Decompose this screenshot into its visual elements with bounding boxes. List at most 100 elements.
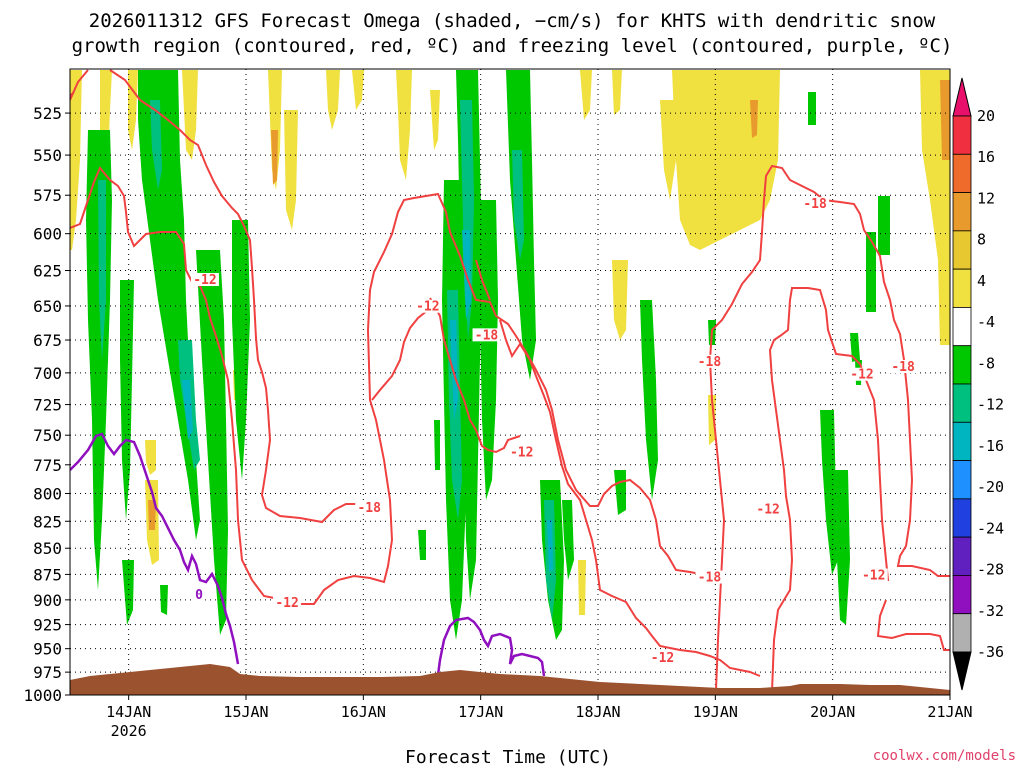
colorbar-label: -24 [977,519,1004,537]
omega-rising-area [122,560,134,625]
contour-label: 0 [195,588,203,603]
contour-labels: -12 -12 -18 -12 -18 -12 -18 -18 -12 -18 -12 -12 -18 -… [190,197,918,666]
colorbar-swatch [952,575,972,615]
contour-label: -18 [698,571,722,586]
omega-sinking-area [580,70,592,120]
omega-sinking-area [271,130,278,185]
omega-rising-area [640,300,658,500]
x-tick-label: 16JAN [341,703,386,721]
omega-rising-area [182,380,193,440]
y-tick-label: 700 [33,364,62,383]
contour-label-bg [801,197,830,211]
credit-link[interactable]: coolwx.com/models [873,748,1016,764]
omega-rising-area [98,180,106,360]
y-tick-label: 975 [33,663,62,682]
colorbar-swatch [952,115,972,155]
contour-label: -12 [862,568,885,583]
colorbar-label: -12 [977,396,1004,414]
y-tick-label: 950 [33,640,62,659]
omega-sinking-area [145,440,156,475]
contour-dendritic-boundary [475,259,761,677]
colorbar-label: -16 [977,437,1004,455]
y-tick-label: 925 [33,616,62,635]
y-tick-label: 625 [33,262,62,281]
omega-sinking-area [284,110,298,230]
contour-dendritic-boundary [70,166,709,605]
y-tick-label: 675 [33,331,62,350]
x-tick-label: 18JAN [575,703,620,721]
colorbar-label: -36 [977,643,1004,661]
y-tick-label: 525 [33,104,62,123]
colorbar-label: 8 [977,231,986,249]
omega-sinking-area [612,260,628,340]
omega-sinking-area [660,100,676,200]
contour-label: -12 [416,300,439,315]
contour-label-bg [193,587,206,601]
colorbar-label: -32 [977,602,1004,620]
contour-label-bg [273,595,302,609]
colorbar-label: 16 [977,148,995,166]
colorbar-swatch [952,536,972,576]
contour-label: -12 [193,273,216,288]
colorbar-swatch [952,383,972,423]
y-tick-label: 825 [33,512,62,531]
x-tick-label: 15JAN [223,703,268,721]
omega-sinking-area [326,70,340,130]
omega-rising-area [512,150,524,260]
colorbar-label: -4 [977,313,995,331]
contour-label-bg [648,651,677,665]
omega-sinking-area [396,70,412,180]
x-tick-label: 21JAN [927,703,972,721]
colorbar-label: 20 [977,107,995,125]
terrain-surface [70,664,950,695]
contour-label: -18 [357,501,381,516]
contour-dendritic-boundary [768,287,950,693]
y-axis: 525 550 575 600 625 650 675 700 725 750 775 800 825 8… [23,104,70,705]
contour-label-bg [355,501,384,515]
colorbar-swatch [952,230,972,270]
y-tick-label: 1000 [23,686,62,705]
colorbar-max-triangle [952,77,972,117]
omega-rising-area [434,420,440,470]
colorbar-label: -8 [977,354,995,372]
contour-label: -12 [651,651,674,666]
colorbar: 20 16 12 8 4 -4 -8 -12 -16 -20 -24 -28 -32 -36 [952,77,1004,691]
contour-label-bg [695,354,724,368]
omega-sinking-area [750,100,758,138]
omega-rising-area [160,585,168,615]
colorbar-swatch [952,307,972,347]
omega-rising-area [808,92,816,125]
contour-label-bg [889,359,918,373]
y-tick-label: 800 [33,484,62,503]
grid-lines [70,69,950,695]
x-tick-label: 20JAN [810,703,855,721]
omega-rising-area [456,70,482,600]
plot-area [70,69,950,695]
x-axis-label: Forecast Time (UTC) [405,747,611,768]
contour-dendritic-boundary [70,91,75,97]
contour-label-bg [695,570,724,584]
omega-rising-area [866,232,876,312]
y-tick-label: 750 [33,426,62,445]
x-tick-label: 14JAN [106,703,151,721]
contour-label: -18 [891,360,915,375]
contour-label: -12 [756,502,779,517]
y-tick-label: 775 [33,456,62,475]
y-tick-label: 725 [33,396,62,415]
x-tick-label: 17JAN [458,703,503,721]
omega-rising-area [480,200,498,500]
contour-label: -18 [475,328,499,343]
omega-sinking-area [708,395,716,445]
colorbar-swatch [952,192,972,232]
colorbar-swatch [952,613,972,653]
omega-rising-area [138,70,200,540]
omega-sinking-area [612,70,622,115]
omega-rising-area [834,470,850,625]
colorbar-label: -20 [977,478,1004,496]
contour-label-bg [413,299,442,313]
contour-label: -12 [510,445,533,460]
y-tick-label: 850 [33,539,62,558]
contour-label-bg [754,502,783,516]
